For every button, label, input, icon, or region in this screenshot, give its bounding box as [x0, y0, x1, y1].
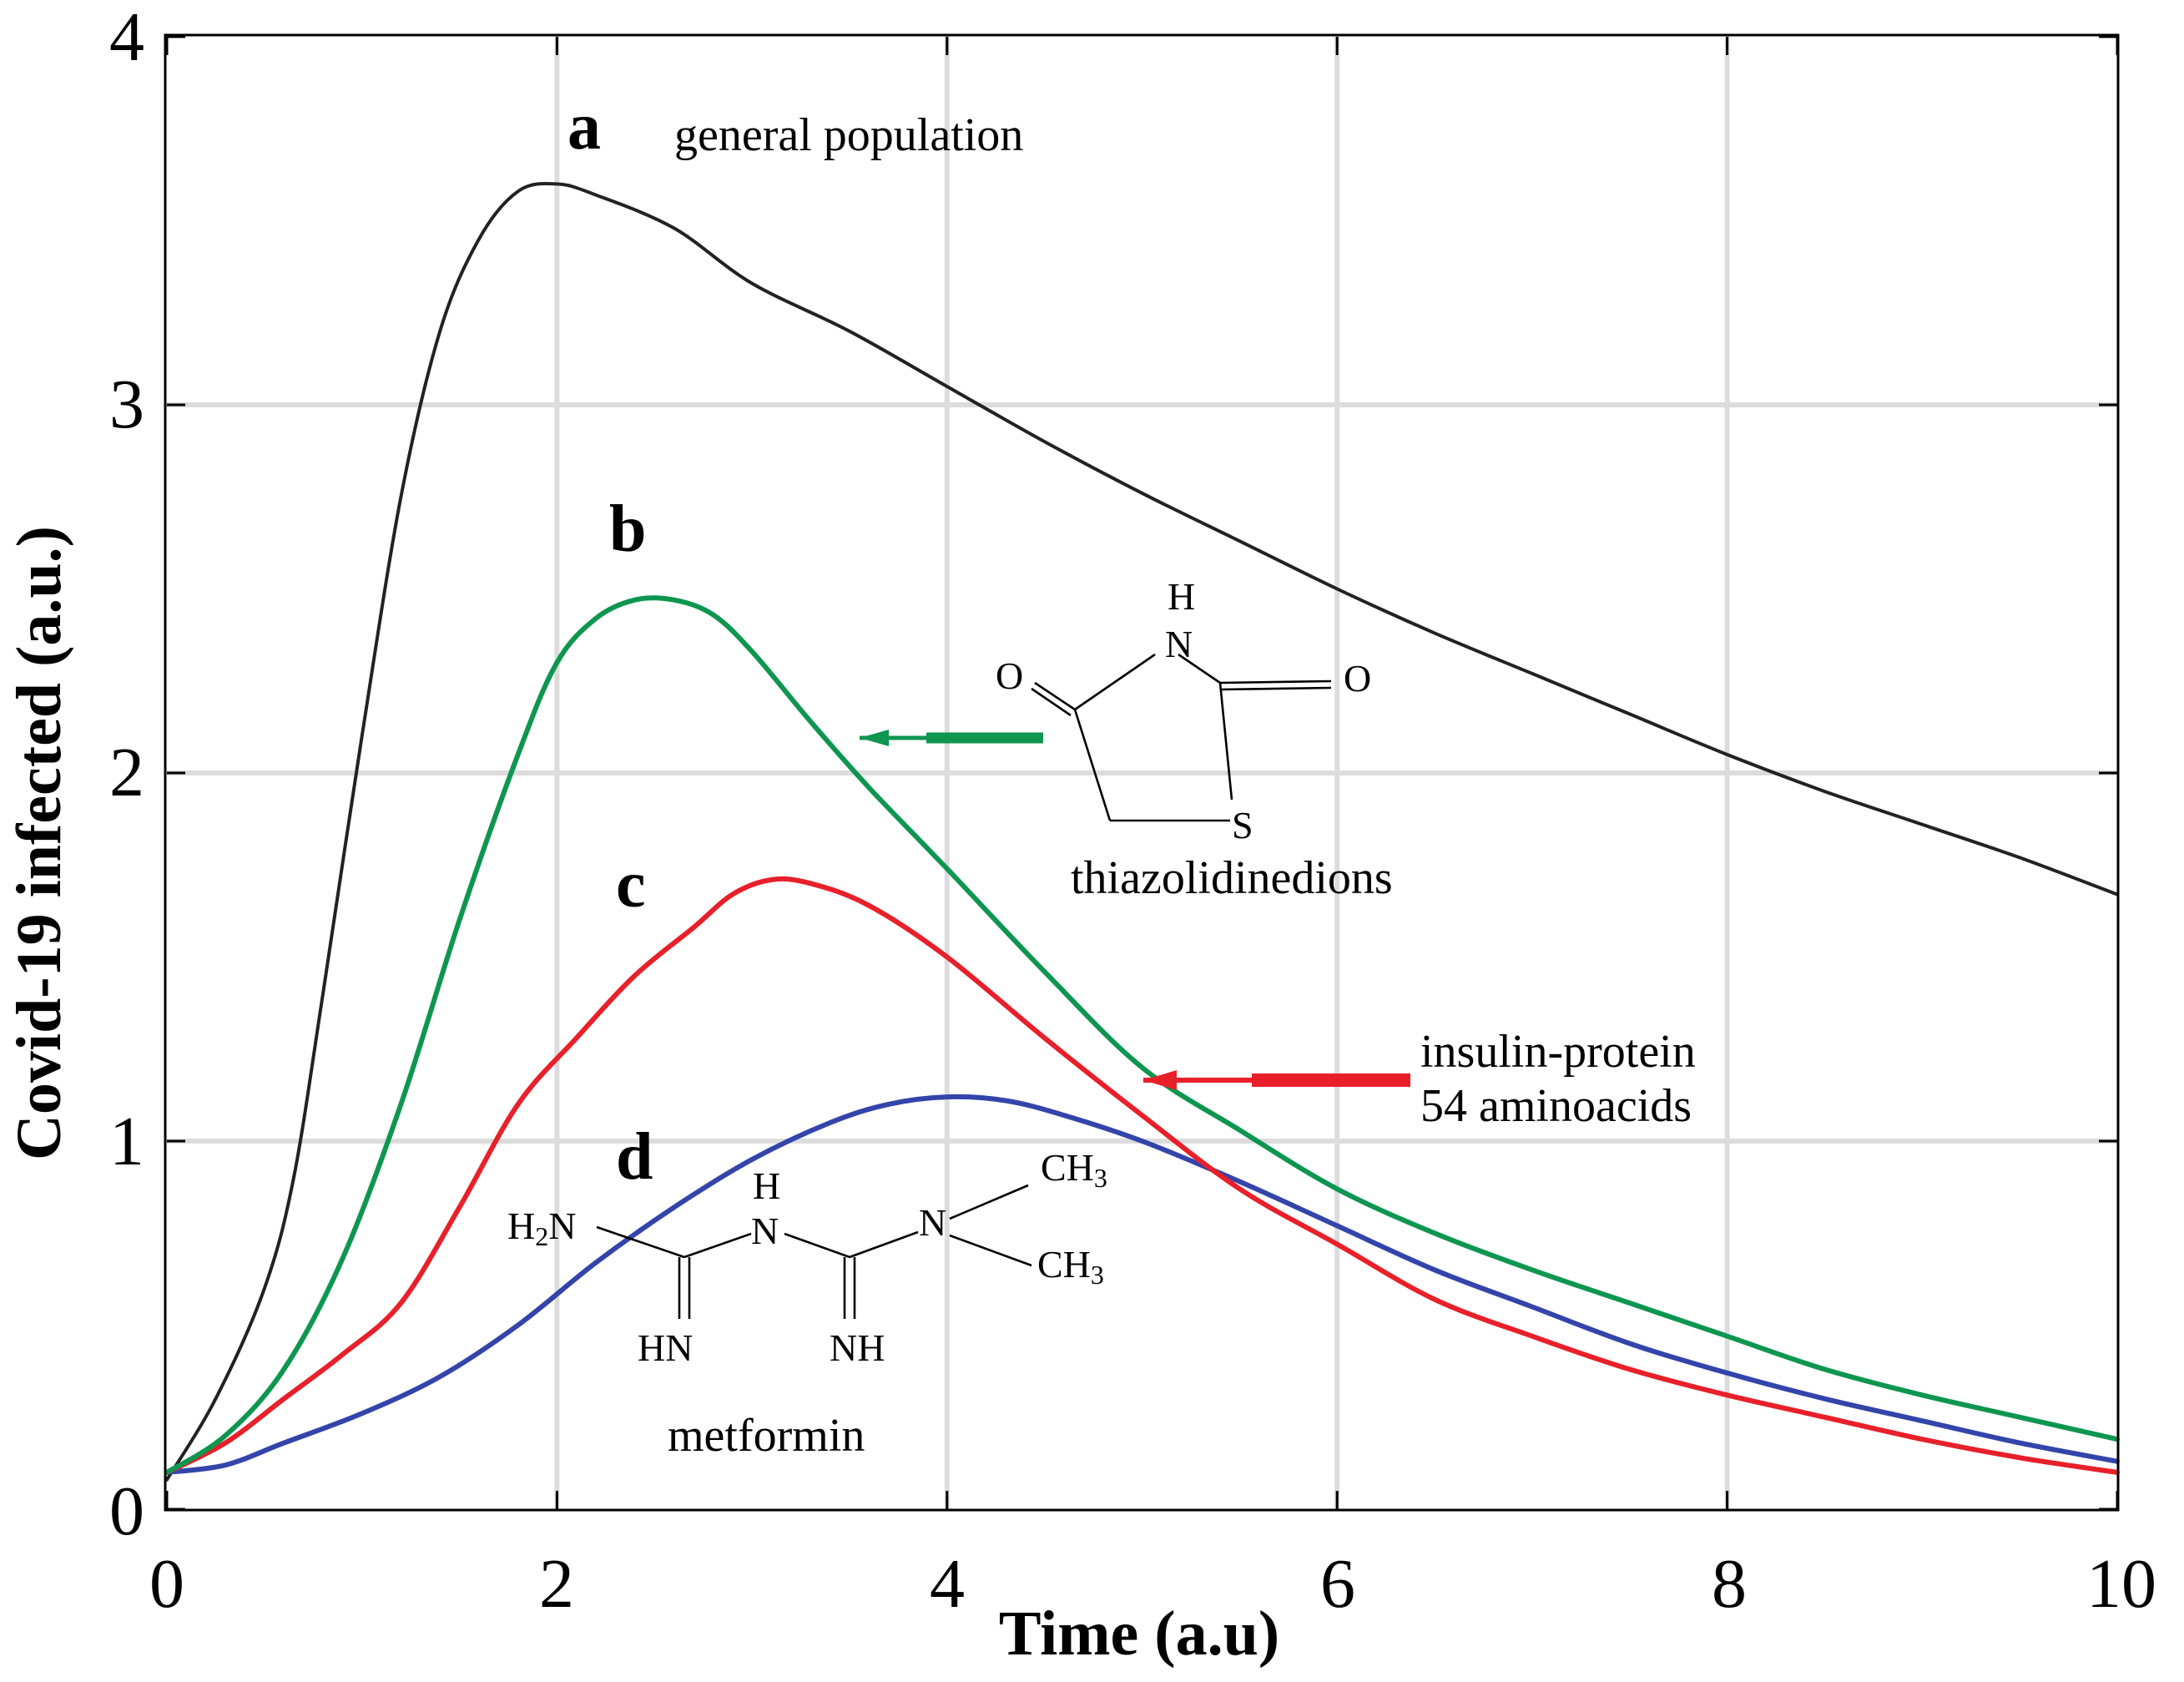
metformin-ch3-top: CH3	[1041, 1146, 1107, 1193]
y-tick-label: 0	[109, 1472, 144, 1550]
x-tick-label: 2	[539, 1545, 574, 1623]
arrow-thiazolidinedions	[860, 730, 1043, 746]
x-axis-title: Time (a.u)	[999, 1599, 1279, 1669]
series-line-a	[165, 181, 2119, 1482]
metformin-ch3-bottom: CH3	[1037, 1243, 1104, 1290]
tzd-atom-h: H	[1168, 575, 1195, 618]
insulin-label-line2: 54 aminoacids	[1420, 1080, 1692, 1132]
curve-d-letter: d	[616, 1120, 653, 1194]
x-tick-label: 6	[1320, 1545, 1355, 1623]
tick-marks	[165, 35, 2119, 1511]
x-tick-label: 10	[2086, 1545, 2156, 1623]
y-tick-label: 2	[109, 734, 144, 811]
x-tick-labels: 0 2 4 6 8 10	[149, 1545, 2156, 1623]
curve-a-letter: a	[567, 90, 601, 164]
x-tick-label: 8	[1712, 1545, 1747, 1623]
tzd-atom-o-left: O	[996, 654, 1023, 697]
curve-c-letter: c	[616, 848, 646, 922]
metformin-atom-n1: N	[751, 1210, 779, 1252]
metformin-atom-h: H	[753, 1164, 780, 1207]
y-tick-label: 1	[109, 1103, 144, 1180]
metformin-atom-n2: N	[919, 1201, 946, 1244]
y-tick-label: 4	[109, 0, 144, 76]
y-tick-labels: 0 1 2 3 4	[109, 0, 144, 1550]
x-tick-label: 4	[930, 1545, 965, 1623]
series-line-b	[164, 595, 2120, 1475]
metformin-nh: NH	[830, 1326, 885, 1369]
thiazolidinedione-structure: H N O O S	[996, 575, 1371, 846]
tzd-atom-n: N	[1165, 623, 1193, 665]
series-line-c	[164, 876, 2120, 1475]
thiazolidinedions-label: thiazolidinedions	[1071, 852, 1393, 904]
metformin-h2n: H2N	[507, 1205, 576, 1251]
arrow-insulin	[1143, 1070, 1410, 1090]
y-tick-label: 3	[109, 366, 144, 443]
metformin-label: metformin	[668, 1410, 865, 1462]
curve-b-letter: b	[609, 492, 647, 566]
metformin-structure: H2N H N N CH3 CH3 HN NH	[507, 1146, 1107, 1369]
tzd-atom-o-right: O	[1344, 657, 1371, 700]
plot-frame	[164, 33, 2120, 1512]
series-line-d	[164, 1094, 2120, 1475]
curve-a-label: general population	[674, 109, 1023, 161]
tzd-atom-s: S	[1232, 804, 1253, 846]
x-tick-label: 0	[149, 1545, 184, 1623]
series	[164, 181, 2120, 1482]
insulin-label-line1: insulin-protein	[1420, 1026, 1696, 1078]
y-axis-title: Covid-19 infected (a.u.)	[4, 526, 74, 1160]
metformin-hn: HN	[638, 1326, 693, 1369]
